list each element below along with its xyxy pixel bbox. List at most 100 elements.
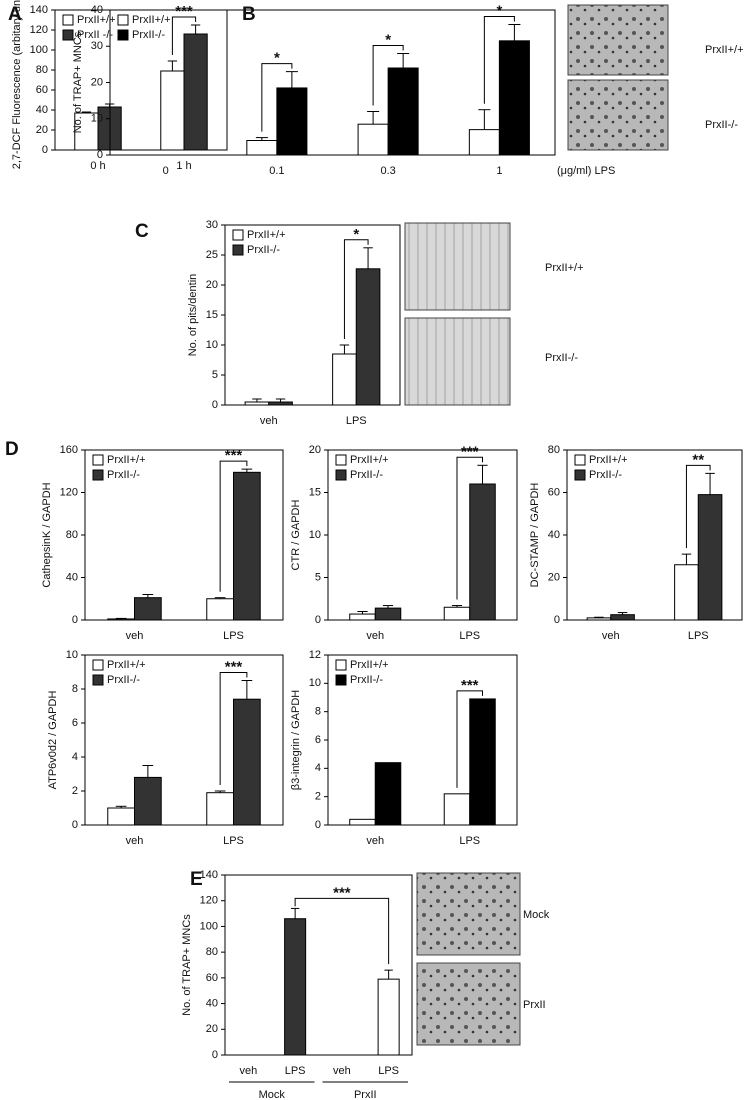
y-tick-label: 4 [315,762,321,774]
y-tick-label: 80 [36,64,48,76]
y-tick-label: 140 [30,4,48,16]
panel-letter: B [242,4,256,25]
bar [610,614,635,621]
bar [355,268,381,406]
y-tick-label: 40 [206,997,218,1009]
significance-label: *** [225,658,243,675]
legend-swatch [232,244,244,256]
image-label: PrxII-/- [705,119,738,131]
y-tick-label: 20 [91,76,103,88]
y-tick-label: 80 [206,946,218,958]
micrograph [416,962,521,1046]
legend-label: PrxII-/- [589,469,622,481]
legend-swatch [92,454,104,466]
legend-label: PrxII+/+ [77,14,116,26]
x-tick-label: 0.3 [380,165,395,177]
error-bar [617,612,628,615]
y-tick-label: 40 [548,529,560,541]
y-tick-label: 80 [66,529,78,541]
significance-bracket [219,672,248,785]
y-axis-label: No. of TRAP+ MNCs [72,31,84,133]
y-tick-label: 0 [72,819,78,831]
significance-label: * [385,31,391,48]
bar [276,87,308,156]
y-tick-label: 6 [315,734,321,746]
significance-label: *** [461,677,479,694]
bar [233,471,261,621]
x-tick-label: LPS [459,630,480,642]
x-tick-label: LPS [688,630,709,642]
plot-frame [224,874,413,1056]
error-bar [190,24,201,34]
legend-swatch [232,229,244,241]
y-tick-label: 60 [36,84,48,96]
bar [284,918,307,1056]
legend-label: PrxII+/+ [247,229,286,241]
significance-bracket [685,464,711,549]
bar [469,698,496,826]
bar [244,401,270,406]
legend-swatch [335,454,347,466]
bar [674,564,699,621]
bar [349,818,376,826]
bar [349,613,376,621]
error-bar [363,247,373,269]
significance-label: *** [461,443,479,460]
bar [107,618,135,621]
legend-label: PrxII+/+ [589,454,628,466]
significance-bracket [456,690,484,788]
x-tick-label: 0 h [90,160,105,172]
bar [206,792,235,826]
bar [468,129,500,156]
y-tick-label: 30 [91,40,103,52]
significance-label: * [274,50,280,67]
error-bar [252,398,262,402]
significance-bracket [261,63,293,132]
x-tick-label: veh [126,835,144,847]
bar [183,33,208,151]
significance-bracket [219,460,248,592]
bar [374,607,402,621]
error-bar [382,605,394,609]
y-tick-label: 0 [315,819,321,831]
error-bar [681,553,692,565]
error-bar [285,71,298,88]
y-tick-label: 10 [206,339,218,351]
y-tick-label: 0 [72,614,78,626]
y-tick-label: 120 [30,24,48,36]
error-bar [397,53,410,68]
error-bar [451,605,463,608]
y-axis-label: No. of TRAP+ MNCs [181,914,193,1016]
y-tick-label: 20 [206,1023,218,1035]
bar [586,617,612,621]
y-tick-label: 6 [72,717,78,729]
legend-swatch [117,14,129,26]
error-bar [705,472,715,495]
error-bar [478,109,491,130]
panel-letter: E [190,869,203,890]
y-tick-label: 10 [309,529,321,541]
significance-label: ** [692,451,704,468]
y-tick-label: 10 [309,677,321,689]
significance-bracket [343,239,369,339]
bar [469,483,496,621]
legend-label: PrxII+/+ [107,659,146,671]
legend-swatch [117,29,129,41]
legend-label: PrxII+/+ [350,454,389,466]
bar [134,597,162,621]
x-tick-label: veh [240,1065,258,1077]
bar [443,606,471,621]
significance-bracket [294,897,390,965]
y-tick-label: 20 [309,444,321,456]
legend-swatch [92,469,104,481]
y-tick-label: 160 [60,444,78,456]
error-bar [214,790,226,793]
image-label: PrxII-/- [545,352,578,364]
error-bar [290,907,300,919]
x-tick-label: veh [366,835,384,847]
x-axis-label: (μg/ml) LPS [557,165,615,177]
image-label: PrxII+/+ [545,262,584,274]
y-tick-label: 0 [315,614,321,626]
x-tick-label: veh [602,630,620,642]
y-tick-label: 20 [548,571,560,583]
